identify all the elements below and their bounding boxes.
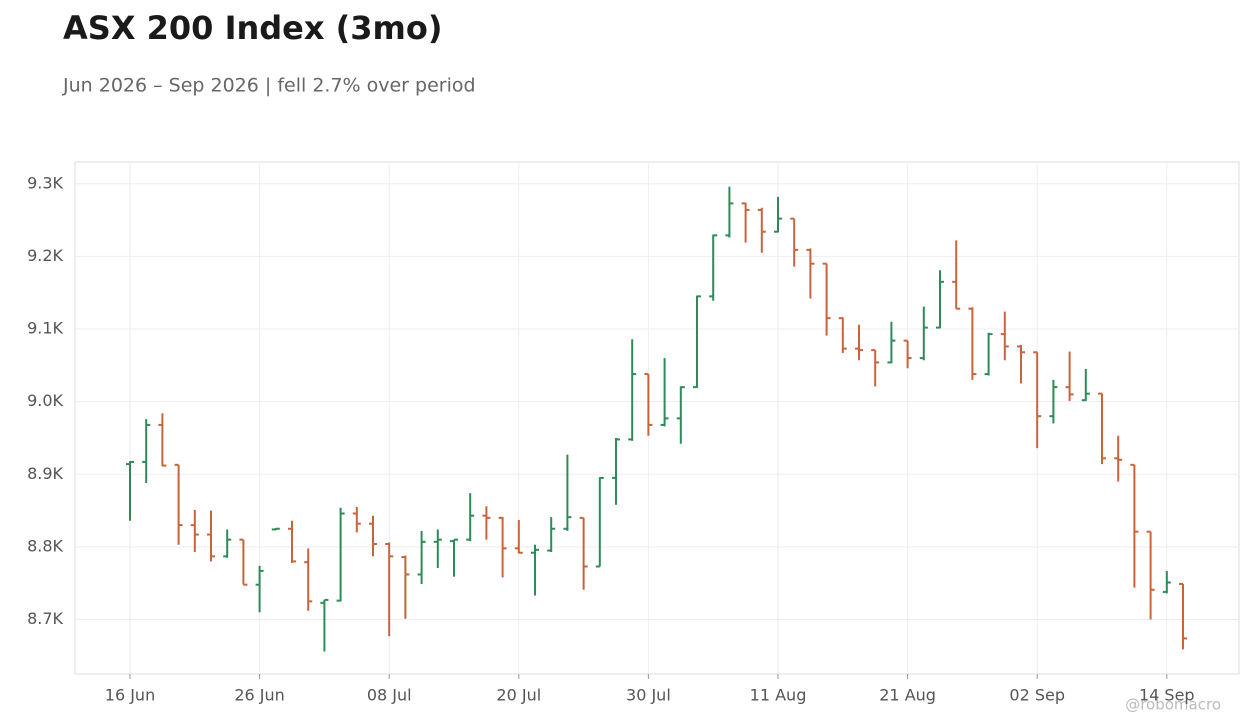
y-tick-label: 9.0K [27,391,63,410]
plot-frame [74,161,1240,675]
x-tick-label: 14 Sep [1139,686,1195,705]
x-tick-label: 16 Jun [105,686,155,705]
y-tick-label: 8.7K [27,609,63,628]
chart-subtitle: Jun 2026 – Sep 2026 | fell 2.7% over per… [62,75,476,97]
y-tick-label: 8.9K [27,464,63,483]
y-tick-label: 8.8K [27,536,63,555]
y-tick-label: 9.2K [27,246,63,265]
x-tick-label: 02 Sep [1009,686,1065,705]
x-tick-label: 08 Jul [367,686,412,705]
x-tick-label: 30 Jul [626,686,671,705]
y-tick-label: 9.3K [27,173,63,192]
x-tick-label: 21 Aug [879,686,936,705]
y-tick-label: 9.1K [27,319,63,338]
x-tick-label: 20 Jul [496,686,541,705]
chart-title: ASX 200 Index (3mo) [63,9,442,47]
x-tick-label: 26 Jun [234,686,284,705]
x-tick-label: 11 Aug [750,686,807,705]
watermark: @robomacro [1125,696,1221,714]
